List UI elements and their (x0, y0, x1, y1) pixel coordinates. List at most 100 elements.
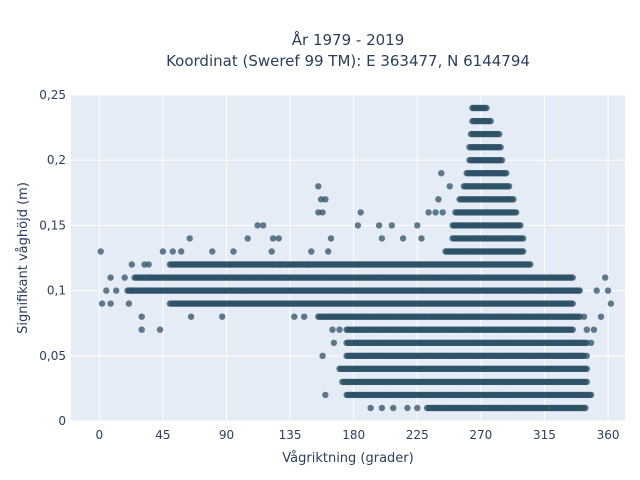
data-point (121, 274, 128, 281)
data-point (244, 235, 251, 242)
data-point (520, 235, 527, 242)
data-point (357, 209, 364, 216)
data-point (583, 378, 590, 386)
data-point (590, 326, 598, 333)
data-point (425, 209, 432, 216)
x-tick-label: 45 (155, 428, 170, 442)
data-point (414, 222, 421, 229)
data-point (527, 261, 534, 268)
data-point (138, 326, 145, 333)
data-point (582, 404, 589, 412)
x-axis-title: Vågriktning (grader) (282, 451, 413, 466)
chart-title-line-2: Koordinat (Sweref 99 TM): E 363477, N 61… (166, 52, 530, 70)
data-point (390, 404, 397, 412)
data-point (378, 404, 386, 412)
data-point (513, 209, 520, 216)
data-point (503, 170, 510, 177)
data-point (607, 300, 615, 307)
data-point (269, 235, 277, 242)
data-point (587, 391, 595, 399)
data-point (497, 144, 504, 151)
data-point (432, 209, 439, 216)
x-axis-ticks: 0 45 90 135 180 225 270 315 360 (95, 428, 619, 442)
x-tick-label: 270 (469, 428, 492, 442)
x-tick-label: 225 (406, 428, 429, 442)
x-tick-label: 135 (279, 428, 302, 442)
data-point (569, 326, 576, 333)
x-tick-label: 90 (219, 428, 234, 442)
data-point (178, 248, 185, 255)
data-point (230, 248, 237, 255)
data-point (336, 326, 343, 333)
data-point (418, 235, 425, 242)
data-point (569, 274, 576, 281)
data-point (97, 248, 104, 255)
data-point (186, 235, 193, 242)
data-point (378, 235, 386, 242)
data-point (414, 404, 421, 412)
y-axis-ticks: 0 0,05 0,1 0,15 0,2 0,25 (39, 88, 66, 428)
data-point (125, 300, 133, 307)
data-point (145, 261, 152, 268)
data-point (583, 365, 590, 372)
data-point (404, 404, 411, 412)
data-point (483, 104, 490, 112)
data-point (354, 222, 362, 229)
y-tick-label: 0,15 (39, 218, 66, 232)
data-point (103, 287, 110, 294)
data-point (576, 287, 583, 294)
data-point (583, 352, 590, 359)
data-point (438, 170, 445, 177)
data-point (291, 313, 298, 320)
data-point (580, 313, 588, 320)
data-point (330, 339, 338, 346)
data-point (604, 287, 612, 294)
data-point (268, 248, 275, 255)
data-point (505, 183, 513, 190)
data-point (597, 313, 605, 320)
data-points (97, 104, 615, 412)
data-point (587, 339, 595, 346)
data-point (301, 313, 308, 320)
data-point (305, 261, 312, 268)
data-point (209, 248, 216, 255)
data-point (399, 235, 407, 242)
data-point (327, 235, 335, 242)
x-tick-label: 315 (533, 428, 556, 442)
plot-area (71, 95, 625, 421)
data-point (219, 313, 226, 320)
data-point (583, 326, 590, 333)
data-point (520, 248, 527, 255)
x-tick-label: 0 (95, 428, 103, 442)
data-point (107, 274, 114, 281)
data-point (517, 222, 524, 229)
y-tick-label: 0,25 (39, 88, 66, 102)
data-point (169, 248, 176, 255)
data-point (127, 287, 134, 294)
data-point (325, 248, 332, 255)
data-point (439, 209, 446, 216)
y-tick-label: 0 (58, 414, 66, 428)
data-point (113, 287, 120, 294)
data-point (156, 326, 164, 333)
data-point (388, 222, 395, 229)
y-axis-title: Signifikant våghöjd (m) (16, 182, 31, 334)
data-point (260, 222, 267, 229)
data-point (593, 287, 600, 294)
data-point (498, 157, 506, 164)
x-tick-label: 360 (597, 428, 620, 442)
data-point (277, 261, 284, 268)
data-point (275, 235, 282, 242)
data-point (435, 196, 442, 203)
data-point (308, 248, 315, 255)
data-point (98, 300, 106, 307)
data-point (487, 117, 494, 125)
data-point (319, 352, 326, 359)
data-point (367, 404, 374, 412)
data-point (107, 300, 114, 307)
data-point (128, 261, 135, 268)
y-tick-label: 0,2 (47, 153, 66, 167)
data-point (329, 326, 336, 333)
data-point (254, 222, 261, 229)
